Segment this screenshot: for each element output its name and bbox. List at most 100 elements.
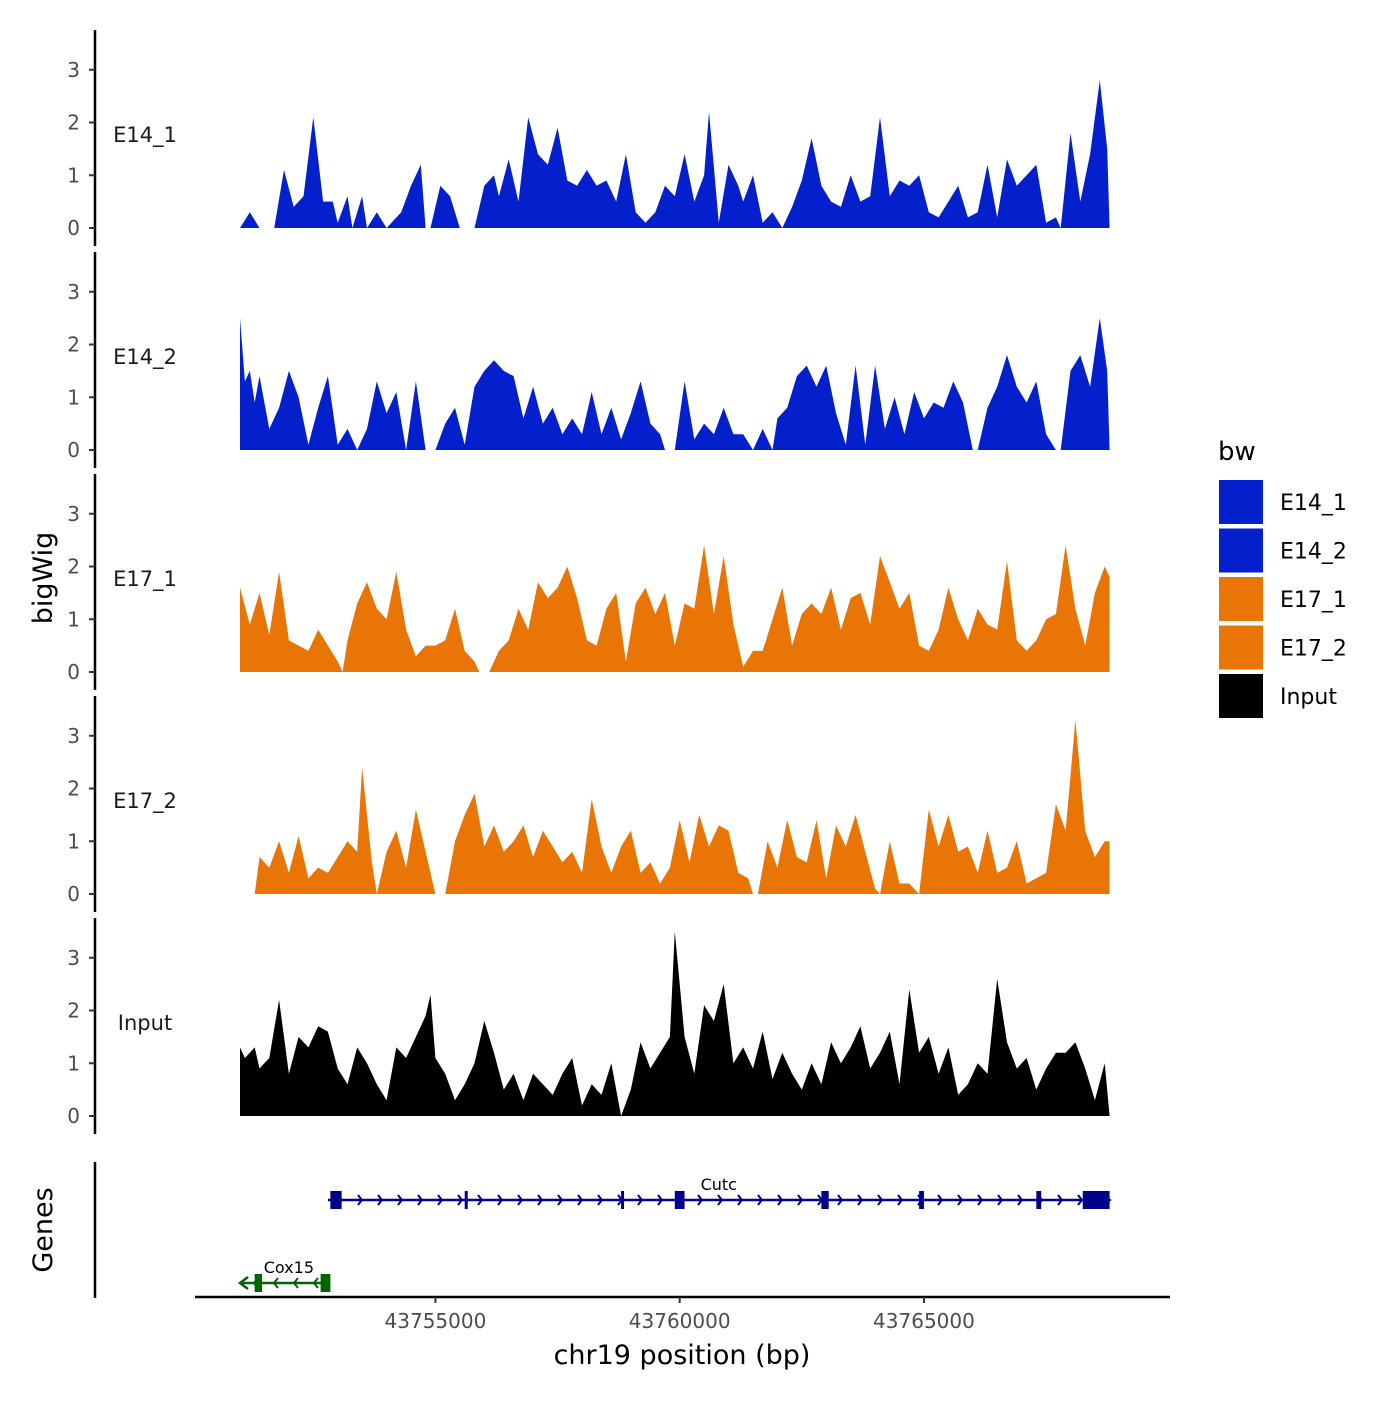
genes-panel-title: Genes: [28, 1187, 59, 1272]
x-axis-title: chr19 position (bp): [554, 1340, 811, 1371]
x-tick-label: 43760000: [629, 1309, 731, 1333]
y-tick-label-E17_1: 0: [67, 660, 80, 684]
legend-label-E14_1: E14_1: [1280, 491, 1347, 516]
exon: [674, 1191, 685, 1209]
strand-chevron: [757, 1194, 764, 1206]
track-label-E17_2: E17_2: [113, 789, 177, 814]
legend: bw E14_1 E14_2 E17_1 E17_2 Input: [1218, 437, 1347, 718]
strand-arrow: [237, 1276, 249, 1290]
exon: [254, 1274, 262, 1292]
y-tick-label-E14_2: 0: [67, 438, 80, 462]
strand-chevron: [1057, 1194, 1064, 1206]
y-tick-label-E17_2: 2: [67, 777, 80, 801]
track-E14_2: 0 1 2 3 E14_2: [67, 252, 1110, 468]
legend-swatch-E14_1: [1219, 480, 1263, 524]
strand-chevron: [577, 1194, 584, 1206]
y-tick-label-E17_2: 3: [67, 724, 80, 748]
x-tick-label: 43765000: [873, 1309, 975, 1333]
strand-chevron: [897, 1194, 904, 1206]
y-tick-label-E14_2: 2: [67, 333, 80, 357]
legend-swatch-E17_1: [1219, 577, 1263, 621]
strand-chevron: [272, 1277, 279, 1289]
strand-chevron: [357, 1194, 364, 1206]
y-tick-label-Input: 2: [67, 999, 80, 1023]
y-tick-label-E17_1: 1: [67, 607, 80, 631]
y-tick-label-E14_2: 3: [67, 280, 80, 304]
strand-chevron: [717, 1194, 724, 1206]
strand-chevron: [517, 1194, 524, 1206]
strand-chevron: [377, 1194, 384, 1206]
track-E14_1: 0 1 2 3 E14_1: [67, 30, 1110, 246]
y-tick-label-Input: 3: [67, 946, 80, 970]
legend-swatch-Input: [1219, 674, 1263, 718]
legend-label-E17_1: E17_1: [1280, 588, 1347, 613]
exon: [1036, 1191, 1042, 1209]
strand-chevron: [837, 1194, 844, 1206]
area-Input: [240, 931, 1110, 1116]
gene-label-Cutc: Cutc: [701, 1175, 737, 1194]
strand-chevron: [557, 1194, 564, 1206]
strand-chevron: [417, 1194, 424, 1206]
y-tick-label-E17_1: 2: [67, 555, 80, 579]
exon: [320, 1274, 331, 1292]
area-E14_2: [240, 318, 1110, 450]
exon: [919, 1191, 924, 1209]
y-tick-label-E14_1: 3: [67, 58, 80, 82]
x-tick-label: 43755000: [385, 1309, 487, 1333]
area-E17_2: [254, 719, 1110, 894]
legend-swatch-E14_2: [1219, 528, 1263, 573]
area-E14_1: [240, 80, 1110, 228]
x-axis: 43755000 43760000 43765000: [195, 1295, 1170, 1333]
track-Input: 0 1 2 3 Input: [67, 918, 1110, 1134]
exon: [821, 1191, 829, 1209]
strand-chevron: [737, 1194, 744, 1206]
track-label-E14_2: E14_2: [113, 345, 177, 370]
legend-swatch-E17_2: [1219, 625, 1263, 670]
y-axis-title: bigWig: [28, 532, 59, 625]
exon: [330, 1191, 342, 1209]
y-tick-label-E17_2: 0: [67, 882, 80, 906]
strand-chevron: [537, 1194, 544, 1206]
gene-label-Cox15: Cox15: [264, 1258, 314, 1277]
y-tick-label-E14_1: 2: [67, 111, 80, 135]
strand-chevron: [497, 1194, 504, 1206]
signal-tracks: 0 1 2 3 E14_1 0 1 2 3 E14_2 0 1 2 3 E17_1 0 1 2 3 E17_2 0 1 2 3…: [67, 30, 1110, 1134]
strand-chevron: [777, 1194, 784, 1206]
legend-label-E14_2: E14_2: [1280, 540, 1347, 565]
strand-chevron: [977, 1194, 984, 1206]
gene-annotation-panel: Cutc Cox15: [93, 1162, 1112, 1298]
strand-chevron: [397, 1194, 404, 1206]
strand-chevron: [657, 1194, 664, 1206]
strand-chevron: [797, 1194, 804, 1206]
strand-chevron: [437, 1194, 444, 1206]
strand-chevron: [877, 1194, 884, 1206]
strand-chevron: [477, 1194, 484, 1206]
strand-chevron: [312, 1277, 319, 1289]
exon: [1082, 1191, 1110, 1209]
strand-chevron: [597, 1194, 604, 1206]
y-tick-label-E17_1: 3: [67, 502, 80, 526]
y-tick-label-E14_1: 1: [67, 163, 80, 187]
strand-chevron: [292, 1277, 299, 1289]
track-label-E14_1: E14_1: [113, 123, 177, 148]
track-E17_2: 0 1 2 3 E17_2: [67, 696, 1110, 912]
track-label-Input: Input: [118, 1011, 172, 1035]
exon: [464, 1191, 468, 1209]
legend-title: bw: [1218, 437, 1256, 467]
strand-chevron: [1017, 1194, 1024, 1206]
gene-Cox15: Cox15: [237, 1258, 331, 1292]
track-label-E17_1: E17_1: [113, 567, 177, 592]
strand-chevron: [937, 1194, 944, 1206]
y-tick-label-E14_1: 0: [67, 216, 80, 240]
strand-chevron: [457, 1194, 464, 1206]
strand-chevron: [957, 1194, 964, 1206]
y-tick-label-Input: 1: [67, 1051, 80, 1075]
exon: [621, 1191, 625, 1209]
strand-chevron: [857, 1194, 864, 1206]
track-E17_1: 0 1 2 3 E17_1: [67, 474, 1110, 690]
area-E17_1: [240, 545, 1110, 672]
strand-chevron: [997, 1194, 1004, 1206]
gene-Cutc: Cutc: [327, 1175, 1112, 1209]
